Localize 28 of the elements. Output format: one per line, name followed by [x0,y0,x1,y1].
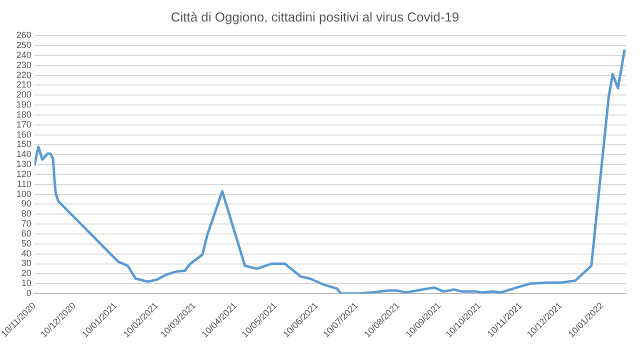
y-tick-label: 50 [21,238,32,248]
y-tick-label: 90 [21,198,32,209]
y-tick-label: 230 [16,60,32,70]
y-tick-label: 200 [16,90,32,100]
y-tick-label: 110 [17,178,32,189]
y-tick-label: 20 [21,268,32,278]
y-tick-label: 160 [16,129,32,140]
y-tick-label: 100 [16,188,32,199]
chart-title: Città di Oggiono, cittadini positivi al virus Covid-19 [170,9,460,24]
y-tick-label: 220 [16,70,32,80]
y-tick-label: 250 [16,40,32,50]
y-tick-label: 190 [16,100,32,110]
y-tick-label: 180 [16,109,32,120]
y-tick-label: 30 [21,258,32,268]
y-tick-label: 10 [21,278,32,288]
y-tick-label: 120 [16,168,32,179]
y-tick-label: 80 [21,208,32,219]
y-tick-label: 130 [16,159,32,170]
y-tick-label: 210 [16,80,32,90]
y-tick-label: 240 [16,50,32,60]
y-tick-label: 170 [16,119,32,130]
y-tick-label: 40 [21,248,32,258]
y-tick-label: 150 [16,139,32,150]
y-tick-label: 260 [16,30,32,40]
y-tick-label: 0 [26,288,32,298]
y-tick-label: 60 [21,228,32,238]
y-tick-label: 70 [21,218,32,229]
y-tick-label: 140 [16,149,32,160]
